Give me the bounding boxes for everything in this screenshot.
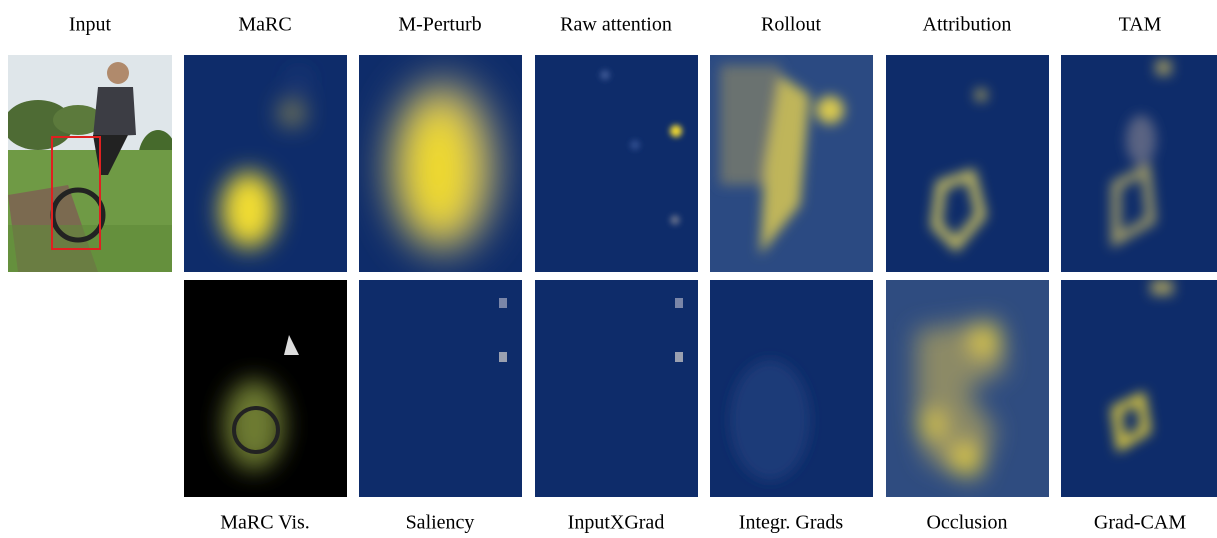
heatmap-tam: [1061, 55, 1217, 272]
method-label: InputXGrad: [568, 512, 665, 534]
method-label: Occlusion: [926, 512, 1007, 534]
image-shape: [93, 87, 136, 137]
image-shape: [816, 96, 844, 124]
image-shape: [730, 360, 810, 480]
marc-vis: [184, 280, 347, 497]
image-shape: [499, 298, 507, 308]
heatmap-rollout: [710, 55, 873, 272]
heatmap-raw-attention: [535, 55, 698, 272]
column-label: Attribution: [923, 14, 1012, 36]
input-image: [3, 55, 178, 272]
image-shape: [535, 55, 698, 272]
image-shape: [499, 352, 507, 362]
image-shape: [107, 62, 129, 84]
column-label: TAM: [1119, 14, 1162, 36]
image-shape: [886, 55, 1049, 272]
image-shape: [670, 215, 680, 225]
heatmap-m-perturb: [359, 55, 522, 272]
column-label: Rollout: [761, 14, 821, 36]
heatmap-attribution: [886, 55, 1049, 272]
method-label: MaRC Vis.: [220, 512, 310, 534]
heatmap-occlusion: [886, 280, 1049, 497]
image-shape: [600, 70, 610, 80]
image-shape: [1126, 115, 1156, 165]
method-label: Grad-CAM: [1094, 512, 1186, 534]
heatmap-marc: [184, 55, 347, 272]
method-label: Saliency: [406, 512, 475, 534]
image-shape: [971, 325, 1001, 355]
image-shape: [293, 74, 305, 86]
image-shape: [952, 446, 980, 474]
image-shape: [221, 172, 277, 248]
image-shape: [675, 298, 683, 308]
image-shape: [975, 89, 987, 101]
image-shape: [359, 280, 522, 497]
image-shape: [1156, 60, 1171, 75]
image-shape: [630, 140, 640, 150]
image-shape: [670, 125, 682, 137]
image-shape: [1061, 280, 1217, 497]
column-label: MaRC: [238, 14, 291, 36]
heatmap-inputxgrad: [535, 280, 698, 497]
heatmap-saliency: [359, 280, 522, 497]
column-label: Input: [69, 14, 112, 36]
image-shape: [1151, 280, 1173, 295]
heat-blobs: [386, 75, 502, 255]
heatmap-grad-cam: [1061, 280, 1217, 497]
figure: Input MaRC M-Perturb Raw attention Rollo…: [0, 0, 1217, 538]
method-label: Integr. Grads: [739, 512, 844, 534]
image-shape: [535, 280, 698, 497]
column-label: Raw attention: [560, 14, 672, 36]
image-shape: [280, 101, 304, 125]
image-shape: [401, 100, 477, 240]
heatmap-integrated-grads: [710, 280, 873, 497]
image-shape: [919, 413, 943, 437]
heat-blobs: [730, 360, 810, 480]
image-shape: [675, 352, 683, 362]
column-label: M-Perturb: [398, 14, 481, 36]
